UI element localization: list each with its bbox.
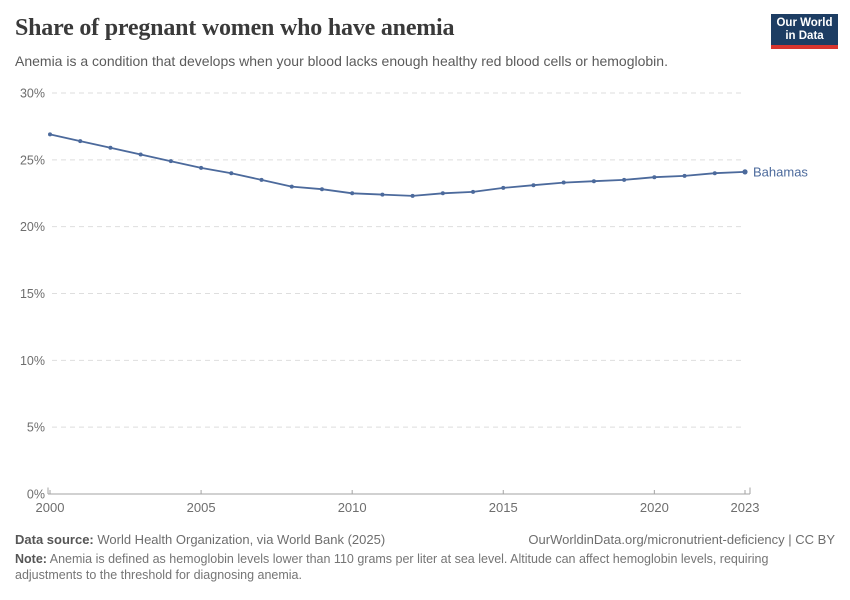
chart-footer: Data source: World Health Organization, … [15,532,835,583]
y-tick-label: 10% [20,354,45,368]
x-tick-label: 2010 [338,500,367,515]
data-point [259,177,264,182]
data-point [48,132,52,137]
chart-subtitle: Anemia is a condition that develops when… [15,53,668,69]
page-title: Share of pregnant women who have anemia [15,15,455,41]
note-text: Anemia is defined as hemoglobin levels l… [15,552,769,582]
data-source-label: Data source: [15,532,94,547]
owid-logo-line1: Our World [776,16,833,29]
data-point [471,189,476,194]
data-point [712,171,717,176]
data-point [108,145,113,150]
chart-note: Note: Anemia is defined as hemoglobin le… [15,551,815,583]
y-axis-labels: 0% 5% 10% 15% 20% 25% 30% [20,87,45,502]
y-tick-label: 30% [20,87,45,101]
y-tick-label: 25% [20,153,45,167]
data-point [78,139,83,144]
line-chart: 0%5%10%15%20%25%30%2000 2005 2010 2015 2020 2… [20,87,808,516]
data-point [622,177,627,182]
data-point [652,175,657,180]
data-source-text: World Health Organization, via World Ban… [93,532,386,547]
x-axis [47,487,751,495]
x-axis-labels: 2000 2005 2010 2015 2020 2023 [36,500,760,515]
y-tick-label: 0% [27,488,45,502]
data-point [531,183,536,188]
data-point [410,193,415,198]
x-tick-label: 2005 [187,500,216,515]
data-point [591,179,596,184]
data-point [682,173,687,178]
data-point [229,171,234,176]
x-tick-label: 2023 [731,500,760,515]
series-markers-bahamas [48,132,748,198]
owid-logo-line2: in Data [785,29,824,42]
data-point [561,180,566,185]
y-tick-label: 15% [20,287,45,301]
x-tick-label: 2020 [640,500,669,515]
data-source: Data source: World Health Organization, … [15,532,385,547]
series-line-bahamas [49,133,746,197]
data-point [380,192,385,197]
x-tick-label: 2000 [36,500,65,515]
data-point [350,191,355,196]
data-point [289,184,294,189]
note-label: Note: [15,552,47,566]
data-point [742,169,748,175]
data-point [501,185,506,190]
owid-citation-link[interactable]: OurWorldinData.org/micronutrient-deficie… [528,532,835,547]
owid-logo[interactable]: Our World in Data [771,14,838,49]
y-gridlines [52,92,745,428]
y-tick-label: 20% [20,220,45,234]
y-tick-label: 5% [27,421,45,435]
data-point [319,187,324,192]
data-point [440,191,445,196]
x-tick-label: 2015 [489,500,518,515]
series-label-bahamas: Bahamas [753,164,808,179]
data-point [199,165,204,170]
data-point [168,159,173,164]
data-point [138,152,143,157]
